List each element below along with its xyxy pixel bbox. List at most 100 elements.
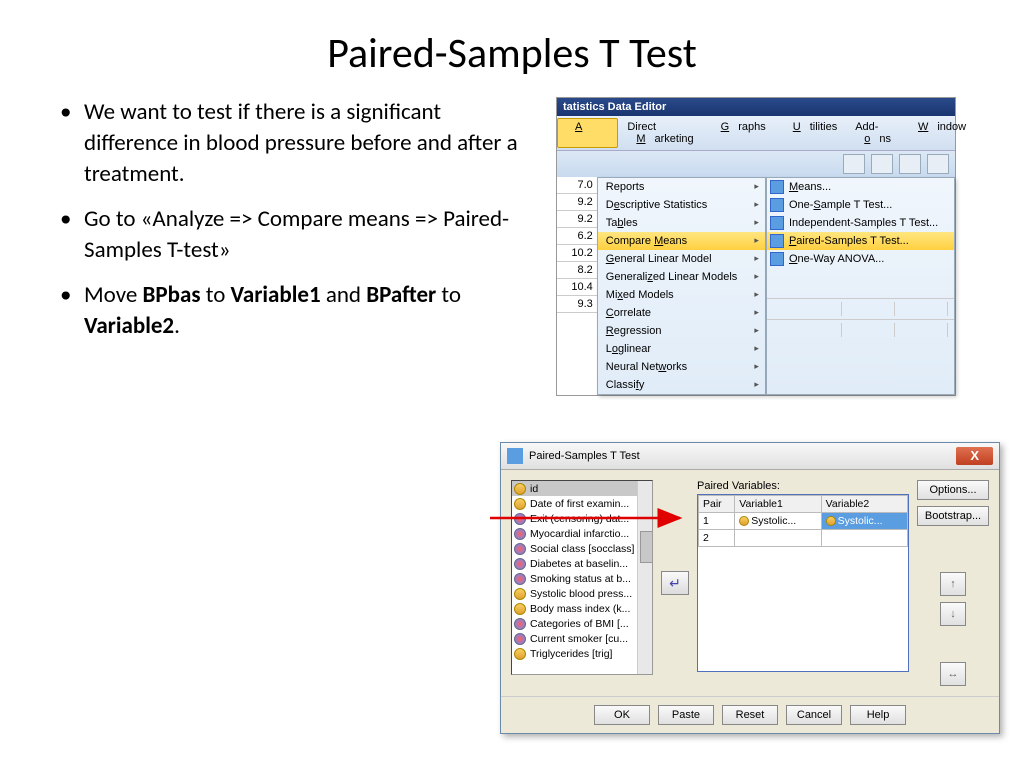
menu-addons[interactable]: Add-ons (846, 118, 900, 148)
variable-item[interactable]: id (512, 481, 652, 496)
data-cell: 9.2 (557, 211, 597, 228)
nominal-icon (514, 618, 526, 630)
variable-item[interactable]: Current smoker [cu... (512, 631, 652, 646)
slide-title: Paired-Samples T Test (0, 0, 1024, 79)
col-var1: Variable1 (735, 496, 821, 513)
analyze-dropdown: Reports Descriptive Statistics Tables Co… (597, 177, 766, 395)
menu-compare-means[interactable]: Compare Means (598, 232, 765, 250)
submenu-anova[interactable]: One-Way ANOVA... (767, 250, 954, 268)
cancel-button[interactable]: Cancel (786, 705, 842, 725)
indep-icon (770, 216, 784, 230)
data-cell: 9.3 (557, 296, 597, 313)
help-button[interactable]: Help (850, 705, 906, 725)
data-cell: 6.2 (557, 228, 597, 245)
menu-regression[interactable]: Regression (598, 322, 765, 340)
scrollbar[interactable] (637, 481, 652, 674)
menu-neural[interactable]: Neural Networks (598, 358, 765, 376)
variable-item[interactable]: Systolic blood press... (512, 586, 652, 601)
move-down-button[interactable]: ↓ (940, 602, 966, 626)
variable-item[interactable]: Exit (censoring) dat... (512, 511, 652, 526)
toolbar-icon[interactable] (899, 154, 921, 174)
move-right-button[interactable]: ↵ (661, 571, 689, 595)
data-column: 7.09.29.26.210.28.210.49.3 (557, 177, 597, 395)
pair-1-v1[interactable]: Systolic... (735, 513, 821, 530)
toolbar-icon[interactable] (927, 154, 949, 174)
data-cell: 8.2 (557, 262, 597, 279)
scale-icon (514, 648, 526, 660)
pair-1-num: 1 (699, 513, 735, 530)
menu-glm[interactable]: General Linear Model (598, 250, 765, 268)
submenu-onesample[interactable]: One-Sample T Test... (767, 196, 954, 214)
variable-item[interactable]: Myocardial infarctio... (512, 526, 652, 541)
bullet-2: Go to «Analyze => Compare means => Paire… (56, 204, 536, 266)
nominal-icon (514, 543, 526, 555)
variable-list[interactable]: idDate of first examin...Exit (censoring… (511, 480, 653, 675)
move-up-button[interactable]: ↑ (940, 572, 966, 596)
menu-classify[interactable]: Classify (598, 376, 765, 394)
pair-2-num: 2 (699, 530, 735, 547)
paired-variables-table[interactable]: Pair Variable1 Variable2 1 Systolic... S… (697, 494, 909, 672)
toolbar-icon[interactable] (871, 154, 893, 174)
nominal-icon (514, 558, 526, 570)
spss-menu-screenshot: tatistics Data Editor A Direct Marketing… (556, 97, 956, 396)
scale-icon (826, 516, 836, 526)
menu-analyze[interactable]: A (557, 118, 618, 148)
menu-loglinear[interactable]: Loglinear (598, 340, 765, 358)
menu-tables[interactable]: Tables (598, 214, 765, 232)
ok-button[interactable]: OK (594, 705, 650, 725)
editor-titlebar: tatistics Data Editor (557, 98, 955, 116)
menubar: A Direct Marketing Graphs Utilities Add-… (557, 116, 955, 151)
submenu-means[interactable]: Means... (767, 178, 954, 196)
menu-graphs[interactable]: Graphs (703, 118, 775, 148)
menu-gzlm[interactable]: Generalized Linear Models (598, 268, 765, 286)
variable-item[interactable]: Smoking status at b... (512, 571, 652, 586)
dialog-icon (507, 448, 523, 464)
scale-icon (514, 603, 526, 615)
scale-icon (514, 498, 526, 510)
pair-1-v2[interactable]: Systolic... (821, 513, 907, 530)
menu-descriptive[interactable]: Descriptive Statistics (598, 196, 765, 214)
col-pair: Pair (699, 496, 735, 513)
nominal-icon (514, 528, 526, 540)
col-var2: Variable2 (821, 496, 907, 513)
data-cell: 10.2 (557, 245, 597, 262)
variable-item[interactable]: Date of first examin... (512, 496, 652, 511)
dialog-titlebar: Paired-Samples T Test X (501, 443, 999, 470)
paste-button[interactable]: Paste (658, 705, 714, 725)
data-cell: 9.2 (557, 194, 597, 211)
scale-icon (514, 483, 526, 495)
menu-mixed[interactable]: Mixed Models (598, 286, 765, 304)
variable-item[interactable]: Categories of BMI [... (512, 616, 652, 631)
bullet-list: We want to test if there is a significan… (56, 97, 536, 396)
bootstrap-button[interactable]: Bootstrap... (917, 506, 989, 526)
dialog-footer: OK Paste Reset Cancel Help (501, 696, 999, 733)
anova-icon (770, 252, 784, 266)
swap-button[interactable]: ↔ (940, 662, 966, 686)
variable-item[interactable]: Social class [socclass] (512, 541, 652, 556)
paired-variables-label: Paired Variables: (697, 480, 909, 492)
reset-button[interactable]: Reset (722, 705, 778, 725)
menu-direct[interactable]: Direct Marketing (618, 118, 702, 148)
menu-reports[interactable]: Reports (598, 178, 765, 196)
nominal-icon (514, 633, 526, 645)
variable-item[interactable]: Body mass index (k... (512, 601, 652, 616)
paired-samples-dialog: Paired-Samples T Test X idDate of first … (500, 442, 1000, 734)
dialog-title: Paired-Samples T Test (529, 450, 640, 462)
means-icon (770, 180, 784, 194)
variable-item[interactable]: Triglycerides [trig] (512, 646, 652, 661)
pair-2-v1[interactable] (735, 530, 821, 547)
menu-utilities[interactable]: Utilities (775, 118, 846, 148)
menu-correlate[interactable]: Correlate (598, 304, 765, 322)
bullet-1: We want to test if there is a significan… (56, 97, 536, 190)
nominal-icon (514, 513, 526, 525)
submenu-independent[interactable]: Independent-Samples T Test... (767, 214, 954, 232)
pair-2-v2[interactable] (821, 530, 907, 547)
toolbar-icon[interactable] (843, 154, 865, 174)
options-button[interactable]: Options... (917, 480, 989, 500)
close-button[interactable]: X (956, 447, 993, 465)
nominal-icon (514, 573, 526, 585)
submenu-paired[interactable]: Paired-Samples T Test... (767, 232, 954, 250)
variable-item[interactable]: Diabetes at baselin... (512, 556, 652, 571)
menu-window[interactable]: Window (900, 118, 975, 148)
bullet-3: Move BPbas to Variable1 and BPafter to V… (56, 280, 536, 342)
